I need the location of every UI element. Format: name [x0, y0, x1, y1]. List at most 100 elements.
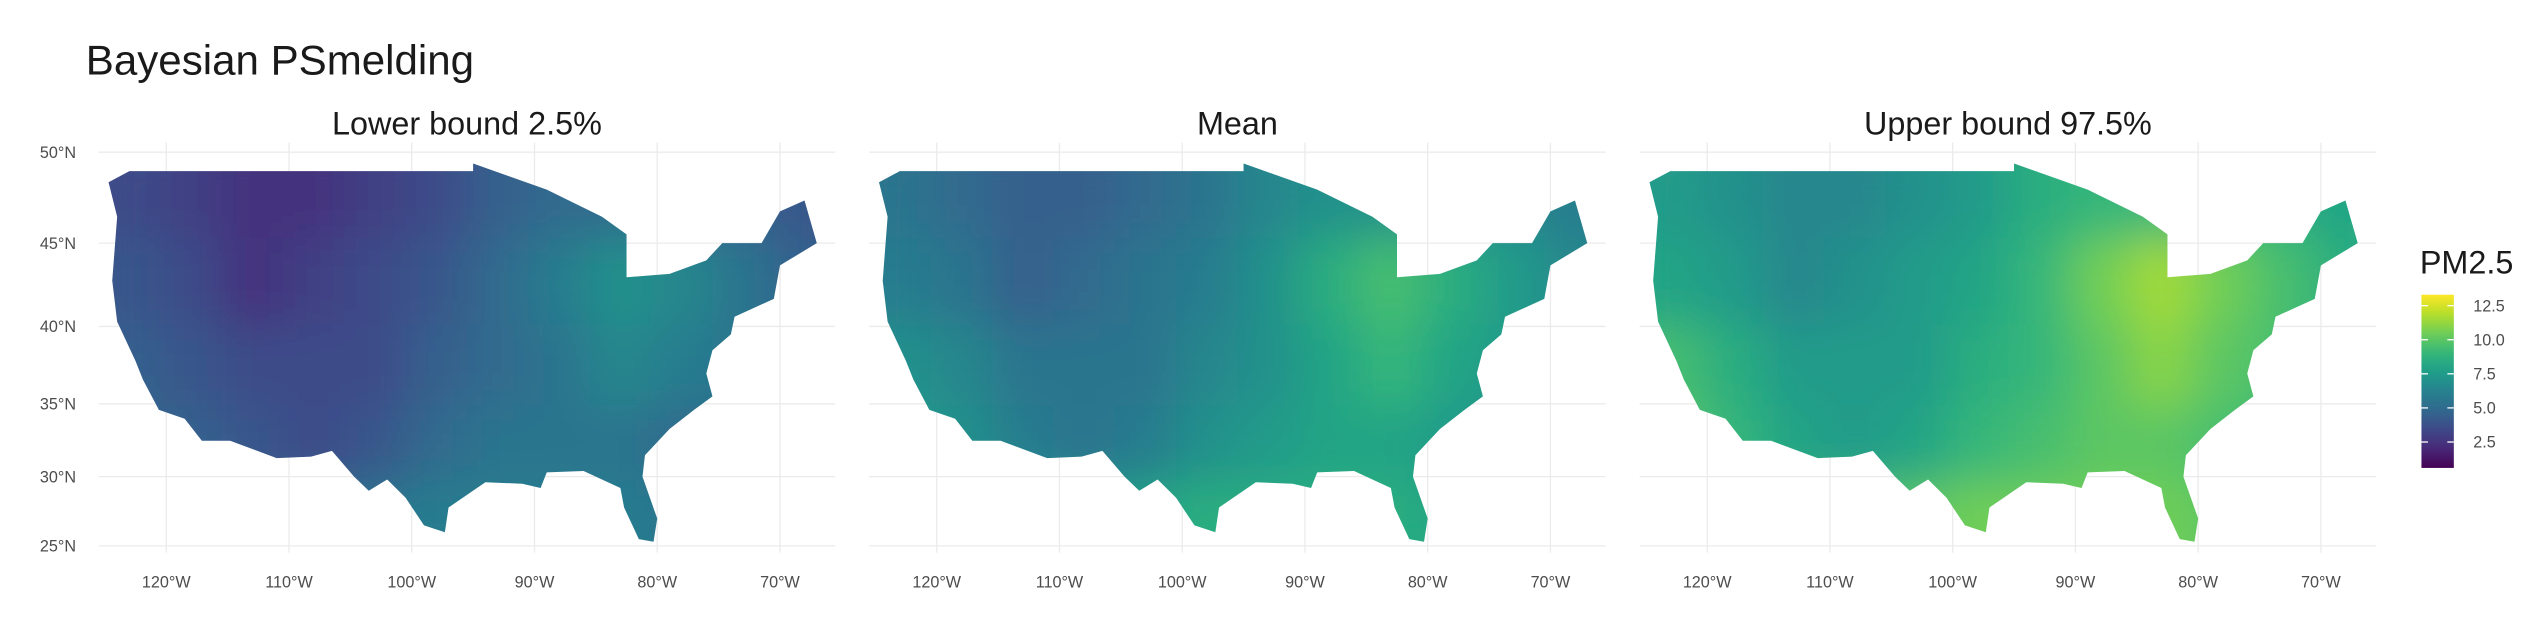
raster-cell — [344, 480, 407, 542]
raster-cell — [589, 163, 652, 239]
raster-cell — [2007, 480, 2071, 542]
raster-cell — [1649, 163, 1702, 239]
raster-cell — [879, 324, 932, 407]
raster-cell — [2253, 480, 2316, 542]
raster-cell — [282, 480, 346, 542]
raster-cell — [1762, 237, 1825, 326]
raster-cell — [344, 405, 407, 482]
raster-cell — [930, 480, 993, 542]
x-tick-label: 70°W — [2301, 574, 2341, 592]
raster-cell — [1701, 324, 1764, 407]
raster-cell — [405, 480, 468, 542]
raster-cell — [1176, 324, 1239, 407]
raster-cell — [1176, 480, 1239, 542]
raster-cell — [1823, 405, 1886, 482]
map-raster — [108, 163, 817, 542]
raster-cell — [221, 237, 284, 326]
raster-cell — [991, 163, 1055, 239]
raster-cell — [712, 324, 775, 407]
raster-cell — [1823, 163, 1886, 239]
y-tick-label: 35°N — [40, 395, 76, 413]
raster-cell — [589, 480, 652, 542]
x-tick-label: 110°W — [265, 574, 313, 592]
raster-cell — [528, 163, 591, 239]
raster-cell — [930, 405, 993, 482]
raster-cell — [589, 405, 652, 482]
x-tick-label: 120°W — [1683, 574, 1732, 592]
raster-cell — [282, 405, 346, 482]
raster-cell — [1176, 405, 1239, 482]
raster-cell — [1649, 480, 1702, 542]
raster-cell — [466, 324, 530, 407]
raster-cell — [466, 405, 530, 482]
raster-cell — [1701, 237, 1764, 326]
raster-cell — [773, 324, 817, 407]
raster-cell — [344, 237, 407, 326]
raster-cell — [1701, 480, 1764, 542]
raster-cell — [1114, 480, 1177, 542]
raster-cell — [1946, 163, 2009, 239]
x-tick-label: 80°W — [1408, 574, 1448, 592]
raster-cell — [1544, 163, 1588, 239]
raster-cell — [221, 480, 284, 542]
raster-cell — [712, 237, 775, 326]
raster-cell — [1237, 405, 1300, 482]
raster-cell — [160, 163, 223, 239]
x-tick-label: 70°W — [760, 574, 800, 592]
raster-cell — [466, 480, 530, 542]
raster-cell — [1298, 480, 1361, 542]
raster-cell — [1885, 480, 1948, 542]
raster-cell — [1544, 324, 1588, 407]
raster-cell — [1946, 480, 2009, 542]
raster-cell — [1298, 405, 1361, 482]
raster-cell — [2130, 163, 2193, 239]
raster-cell — [1482, 324, 1546, 407]
raster-cell — [2069, 324, 2132, 407]
raster-cell — [991, 324, 1055, 407]
raster-cell — [712, 163, 775, 239]
raster-cell — [2314, 163, 2358, 239]
x-tick-label: 110°W — [1036, 574, 1084, 592]
raster-cell — [1360, 163, 1423, 239]
raster-cell — [1360, 405, 1423, 482]
raster-cell — [1823, 480, 1886, 542]
raster-cell — [712, 480, 775, 542]
raster-cell — [344, 324, 407, 407]
raster-cell — [282, 324, 346, 407]
raster-cell — [2314, 405, 2358, 482]
raster-cell — [991, 237, 1055, 326]
x-tick-label: 90°W — [515, 574, 555, 592]
raster-cell — [1114, 237, 1177, 326]
raster-cell — [344, 163, 407, 239]
raster-cell — [2069, 405, 2132, 482]
raster-cell — [1421, 163, 1484, 239]
raster-cell — [1114, 405, 1177, 482]
raster-cell — [108, 237, 161, 326]
raster-cell — [2253, 324, 2316, 407]
raster-cell — [2069, 163, 2132, 239]
raster-cell — [221, 405, 284, 482]
raster-cell — [1176, 237, 1239, 326]
raster-cell — [1544, 405, 1588, 482]
raster-cell — [1421, 480, 1484, 542]
raster-cell — [930, 237, 993, 326]
raster-cells — [108, 163, 817, 542]
raster-cell — [1421, 324, 1484, 407]
raster-cell — [1946, 324, 2009, 407]
raster-cell — [1823, 237, 1886, 326]
raster-cell — [1237, 480, 1300, 542]
raster-cell — [1360, 237, 1423, 326]
raster-cell — [1482, 237, 1546, 326]
raster-cell — [1885, 324, 1948, 407]
raster-cell — [405, 237, 468, 326]
panel-title: Upper bound 97.5% — [1864, 105, 2152, 141]
raster-cell — [160, 480, 223, 542]
raster-cell — [1298, 324, 1361, 407]
raster-cell — [930, 163, 993, 239]
raster-cell — [1053, 237, 1116, 326]
raster-cell — [1114, 163, 1177, 239]
raster-cell — [1762, 163, 1825, 239]
raster-cell — [1053, 324, 1116, 407]
raster-cell — [773, 163, 817, 239]
raster-cell — [1237, 237, 1300, 326]
